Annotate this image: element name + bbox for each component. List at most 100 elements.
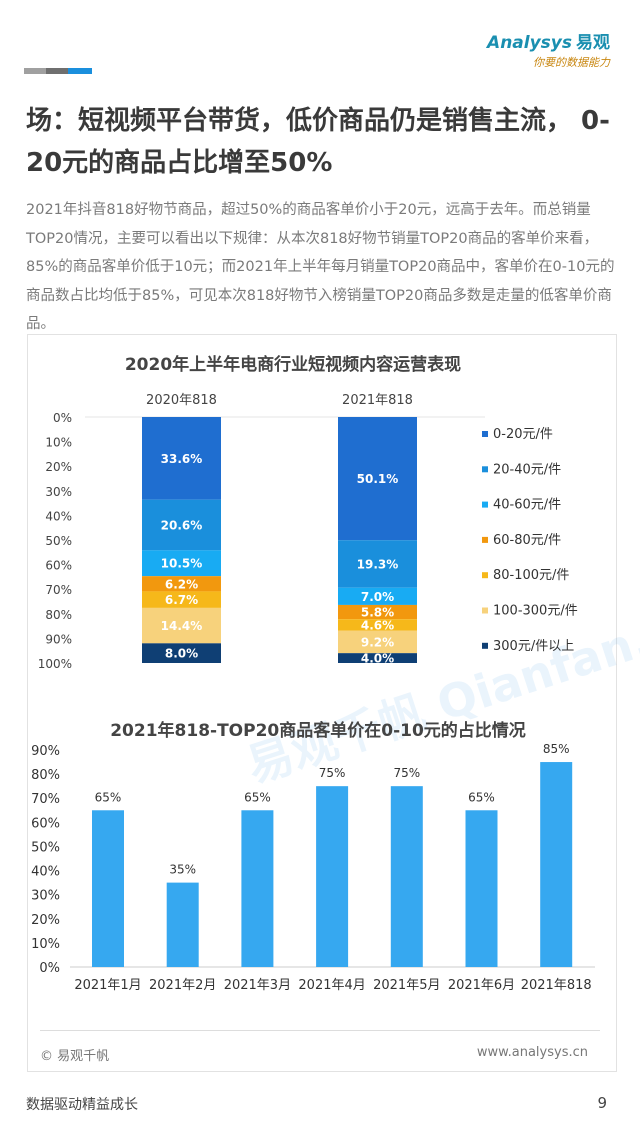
chart2-category-label: 2021年4月: [298, 978, 365, 993]
legend-label: 40-60元/件: [493, 498, 561, 513]
page-title: 场：短视频平台带货，低价商品仍是销售主流， 0-20元的商品占比增至50%: [26, 106, 610, 178]
chart2-data-label: 65%: [95, 790, 122, 804]
chart-card: [27, 334, 617, 1072]
chart1-bar-segment: [142, 591, 221, 608]
chart1-data-label: 9.2%: [361, 635, 394, 649]
chart1-ytick: 10%: [45, 436, 72, 450]
chart2-ytick: 60%: [31, 816, 60, 831]
chart1-bar-segment: [338, 619, 417, 631]
legend-swatch: [482, 572, 488, 579]
legend-label: 80-100元/件: [493, 568, 569, 583]
divider: [40, 1030, 600, 1031]
deco-seg: [68, 68, 92, 74]
chart1-data-label: 14.4%: [161, 619, 203, 633]
chart2-bar: [241, 810, 274, 967]
analysys-logo: Analysys 易观 你要的数据能力: [487, 28, 610, 70]
chart1-bar-segment: [142, 576, 221, 592]
chart2-ytick: 40%: [31, 865, 60, 880]
deco-seg: [46, 68, 68, 74]
legend-label: 100-300元/件: [493, 604, 578, 619]
footer-tagline: 数据驱动精益成长: [26, 1097, 138, 1113]
chart2-ytick: 70%: [31, 792, 60, 807]
chart1-bar-segment: [338, 540, 417, 588]
chart1-ytick: 20%: [45, 460, 72, 474]
chart2-ytick: 90%: [31, 744, 60, 759]
chart1-bar-segment: [338, 653, 417, 663]
description: 2021年抖音818好物节商品，超过50%的商品客单价小于20元，远高于去年。而…: [26, 202, 615, 332]
chart2-data-label: 85%: [543, 742, 570, 756]
chart2-category-label: 2021年2月: [149, 978, 216, 993]
deco-seg: [24, 68, 46, 74]
chart1-data-label: 33.6%: [161, 452, 203, 466]
chart1-data-label: 5.8%: [361, 606, 394, 620]
chart2-bar: [465, 810, 498, 967]
chart2-category-label: 2021年1月: [74, 978, 141, 993]
chart1-bar-segment: [142, 499, 221, 551]
charts-canvas: 2020年上半年电商行业短视频内容运营表现 0% 10% 20% 30% 40% 50% 60…: [31, 354, 595, 993]
chart1-data-label: 4.6%: [361, 618, 394, 632]
legend-swatch: [482, 536, 488, 543]
chart1-ytick: 100%: [38, 657, 72, 671]
chart2-ytick: 20%: [31, 913, 60, 928]
chart2-category-label: 2021年818: [521, 978, 592, 993]
chart1-category-label: 2021年818: [342, 393, 413, 408]
chart1-bar-segment: [338, 417, 417, 541]
chart1-data-label: 50.1%: [357, 472, 399, 486]
legend-label: 60-80元/件: [493, 533, 561, 548]
legend-swatch: [482, 431, 488, 437]
chart1-ytick: 60%: [45, 559, 72, 573]
decorative-bar: [24, 68, 92, 74]
chart1-bar-segment: [142, 550, 221, 577]
chart2-ytick: 80%: [31, 768, 60, 783]
legend-swatch: [482, 466, 488, 473]
legend-label: 20-40元/件: [493, 462, 561, 477]
chart1-ytick: 70%: [45, 583, 72, 597]
chart2-category-label: 2021年3月: [224, 978, 291, 993]
chart1-bar-segment: [338, 587, 417, 605]
chart2-bar: [92, 810, 124, 967]
chart2-bar: [166, 882, 199, 967]
logo-cn: 易观: [576, 33, 610, 53]
chart2-data-label: 35%: [169, 863, 196, 877]
chart2-ytick: 0%: [39, 961, 60, 976]
chart2-data-label: 65%: [244, 790, 271, 804]
chart2-bar: [540, 762, 573, 967]
chart1-bar-segment: [142, 417, 221, 500]
chart1-bar-segment: [338, 630, 417, 654]
chart1-ytick: 80%: [45, 608, 72, 622]
chart1-ytick: 50%: [45, 534, 72, 548]
chart1-ytick: 30%: [45, 485, 72, 499]
logo-tagline: 你要的数据能力: [533, 56, 610, 69]
legend-label: 300元/件以上: [493, 639, 574, 654]
chart1-bar-segment: [142, 607, 221, 644]
chart2-bar: [390, 786, 423, 967]
chart2-category-label: 2021年5月: [373, 978, 440, 993]
chart2-data-label: 75%: [393, 766, 420, 780]
chart2-data-label: 65%: [468, 790, 495, 804]
chart1-data-label: 19.3%: [357, 557, 399, 571]
chart1-category-label: 2020年818: [146, 393, 217, 408]
legend-label: 0-20元/件: [493, 427, 553, 442]
legend-swatch: [482, 501, 488, 508]
chart1-title: 2020年上半年电商行业短视频内容运营表现: [125, 354, 461, 375]
legend-swatch: [482, 607, 488, 614]
chart1-data-label: 6.2%: [165, 577, 198, 591]
chart1-data-label: 8.0%: [165, 647, 198, 661]
chart1-bar-segment: [142, 643, 221, 663]
chart2-data-label: 75%: [319, 766, 346, 780]
site-link[interactable]: www.analysys.cn: [476, 1045, 588, 1060]
chart1-ytick: 0%: [53, 411, 72, 425]
chart2-title: 2021年818-TOP20商品客单价在0-10元的占比情况: [110, 720, 526, 741]
chart2-ytick: 50%: [31, 840, 60, 855]
chart1-data-label: 6.7%: [165, 593, 198, 607]
source-label: © 易观千帆: [40, 1049, 110, 1064]
chart1-data-label: 10.5%: [161, 557, 203, 571]
chart1-data-label: 4.0%: [361, 652, 394, 666]
chart1-data-label: 20.6%: [161, 518, 203, 532]
chart1-bar-segment: [338, 604, 417, 620]
chart2-ytick: 10%: [31, 937, 60, 952]
chart1-ytick: 40%: [45, 509, 72, 523]
chart2-category-label: 2021年6月: [448, 978, 515, 993]
chart2-ytick: 30%: [31, 889, 60, 904]
legend-swatch: [482, 642, 488, 649]
